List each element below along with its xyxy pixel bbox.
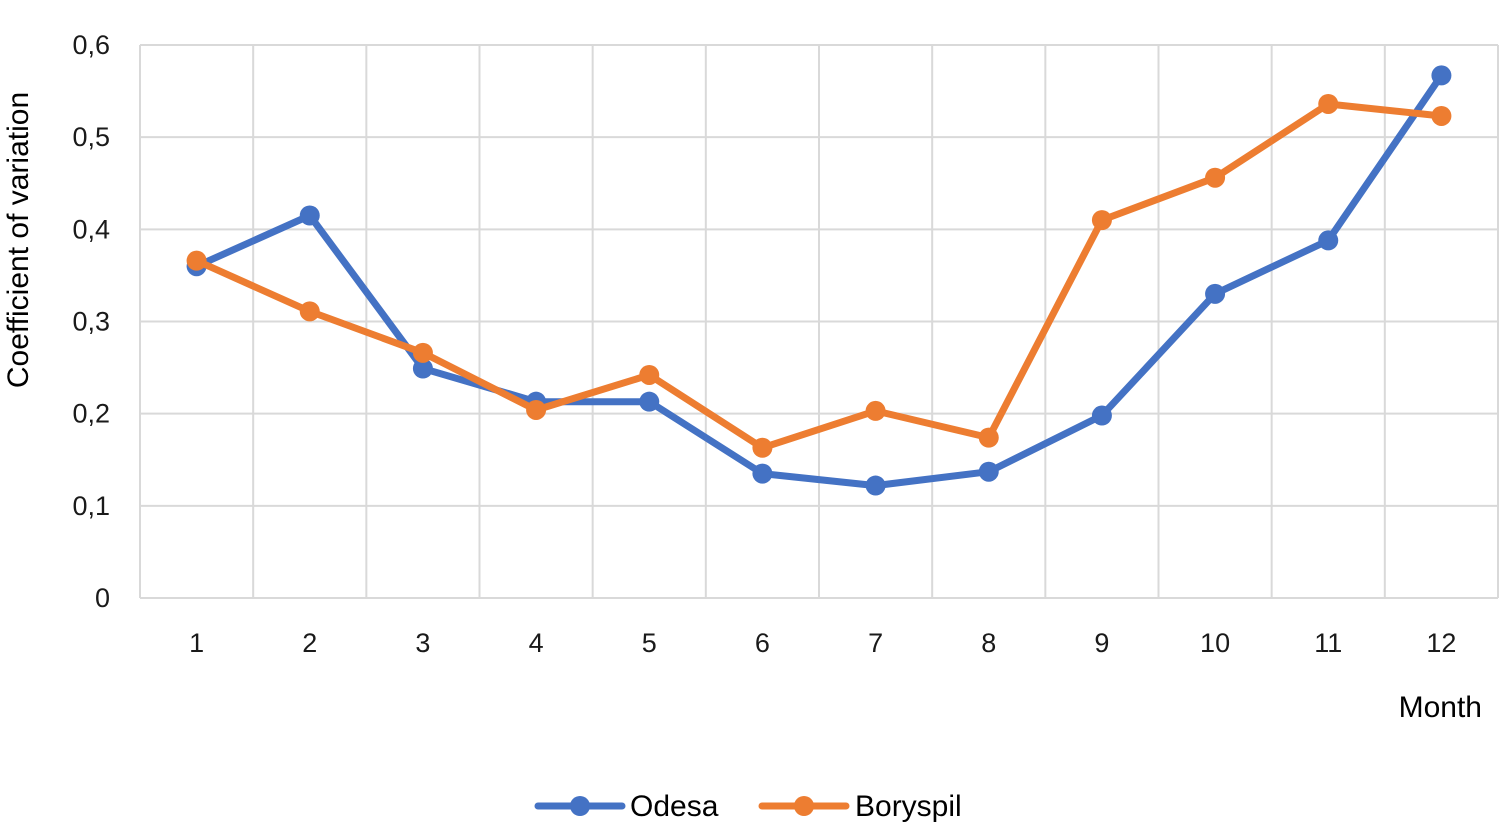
legend-label-odesa: Odesa (630, 790, 719, 823)
y-tick-label: 0 (95, 583, 110, 613)
data-point-boryspil (639, 364, 660, 385)
legend-label-boryspil: Boryspil (855, 790, 962, 823)
series-line-boryspil (193, 100, 1445, 452)
x-tick-label: 4 (529, 628, 544, 658)
y-tick-label: 0,3 (72, 307, 110, 337)
data-point-odesa (865, 475, 886, 496)
data-point-boryspil (1205, 167, 1226, 188)
data-point-odesa (752, 463, 773, 484)
data-point-boryspil (186, 250, 207, 271)
data-point-boryspil (526, 399, 547, 420)
y-tick-label: 0,5 (72, 122, 110, 152)
series (186, 65, 1452, 496)
x-tick-label: 6 (755, 628, 770, 658)
data-point-boryspil (752, 437, 773, 458)
y-tick-label: 0,2 (72, 399, 110, 429)
x-tick-label: 2 (302, 628, 317, 658)
data-point-boryspil (299, 301, 320, 322)
data-point-odesa (1091, 405, 1112, 426)
legend-item-odesa: Odesa (534, 790, 719, 823)
x-axis-title: Month (1399, 691, 1482, 724)
legend: Odesa Boryspil (534, 790, 962, 823)
data-point-boryspil (1318, 93, 1339, 114)
y-tick-label: 0,1 (72, 491, 110, 521)
grid (139, 44, 1499, 599)
data-point-boryspil (1091, 210, 1112, 231)
data-point-boryspil (865, 400, 886, 421)
data-point-odesa (1431, 65, 1452, 86)
data-point-boryspil (412, 342, 433, 363)
x-tick-label: 5 (642, 628, 657, 658)
data-point-boryspil (978, 427, 999, 448)
x-tick-label: 10 (1200, 628, 1230, 658)
x-tick-label: 3 (415, 628, 430, 658)
data-point-boryspil (1431, 105, 1452, 126)
data-point-odesa (978, 461, 999, 482)
data-point-odesa (1205, 283, 1226, 304)
legend-item-boryspil: Boryspil (758, 790, 962, 823)
x-tick-label: 9 (1094, 628, 1109, 658)
legend-marker-odesa (570, 796, 590, 816)
x-tick-label: 8 (981, 628, 996, 658)
x-tick-label: 7 (868, 628, 883, 658)
data-point-odesa (1318, 230, 1339, 251)
legend-marker-boryspil (794, 796, 814, 816)
x-axis-ticks: 1 2 3 4 5 6 7 8 9 10 11 12 (189, 628, 1456, 658)
data-point-odesa (299, 205, 320, 226)
y-tick-label: 0,6 (72, 30, 110, 60)
x-tick-label: 11 (1314, 628, 1342, 658)
y-tick-label: 0,4 (72, 214, 110, 244)
y-axis-ticks: 0 0,1 0,2 0,3 0,4 0,5 0,6 (72, 30, 110, 613)
data-point-odesa (412, 358, 433, 379)
x-tick-label: 1 (189, 628, 204, 658)
data-point-odesa (639, 391, 660, 412)
x-tick-label: 12 (1426, 628, 1456, 658)
y-axis-title: Coefficient of variation (2, 92, 35, 388)
